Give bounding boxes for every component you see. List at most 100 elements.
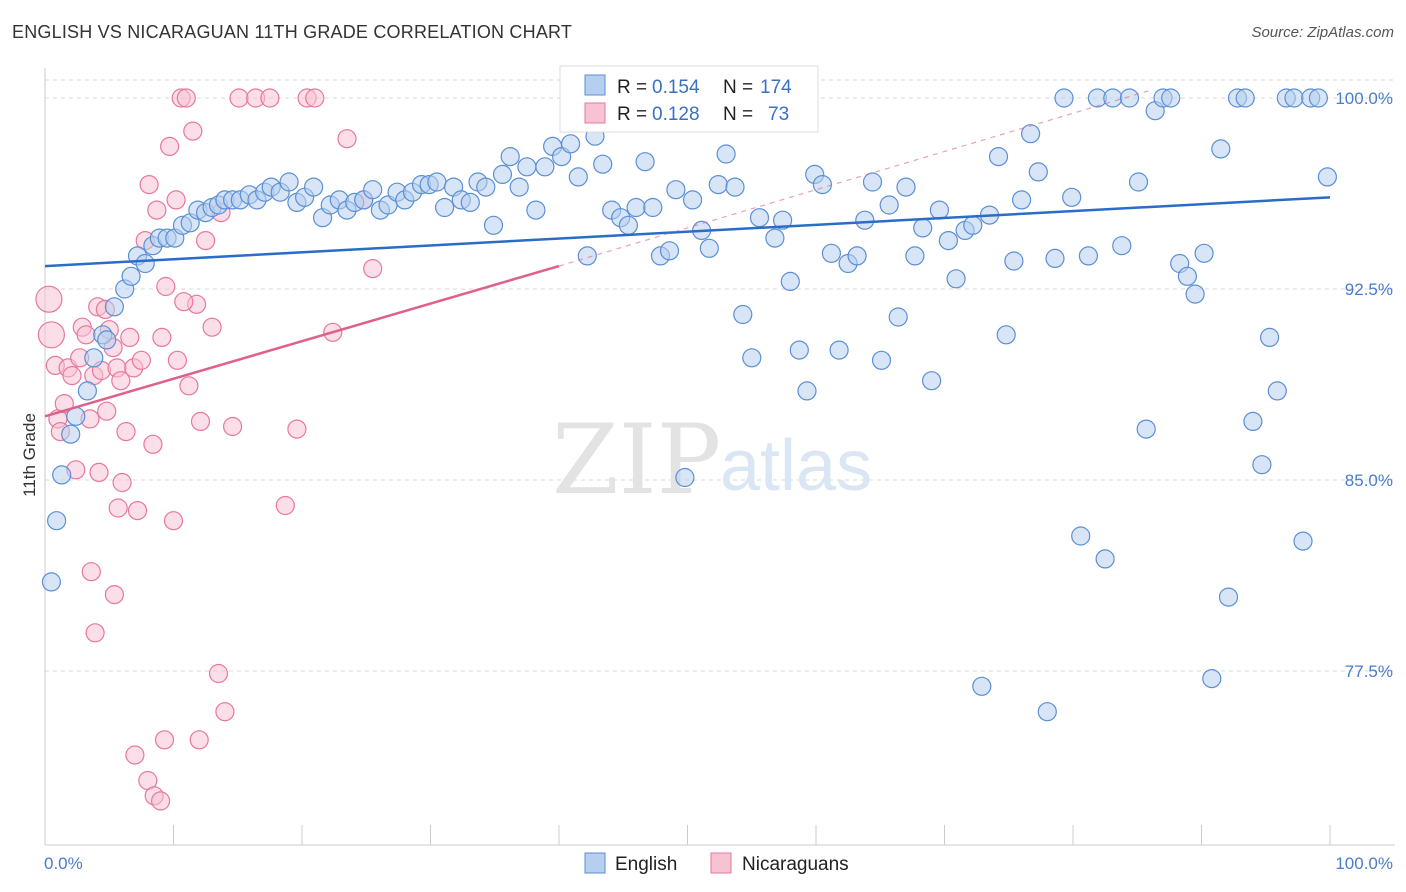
nicaraguan-point xyxy=(179,376,199,396)
english-point xyxy=(1202,668,1222,689)
english-point xyxy=(789,340,809,360)
english-point xyxy=(492,164,513,184)
series-legend: English Nicaraguans xyxy=(584,852,849,875)
english-point xyxy=(797,381,817,401)
english-point xyxy=(643,197,663,218)
nicaraguan-point xyxy=(287,419,307,439)
english-point xyxy=(772,210,793,230)
nicaraguan-point xyxy=(176,88,196,108)
stats-legend-n-english: 174 xyxy=(760,77,792,98)
nicaraguan-point xyxy=(89,462,109,482)
y-tick-label: 100.0% xyxy=(1335,89,1393,108)
x-tick-label-min: 0.0% xyxy=(44,854,83,873)
nicaraguan-point xyxy=(275,495,295,516)
stats-legend-swatch-english xyxy=(584,74,606,96)
nicaraguan-point xyxy=(174,292,194,312)
english-point xyxy=(972,676,992,696)
english-point xyxy=(1004,251,1024,271)
nicaraguan-point xyxy=(127,501,148,521)
english-point xyxy=(896,177,916,197)
english-point xyxy=(46,511,67,531)
english-point xyxy=(1267,381,1287,401)
english-point xyxy=(1011,190,1032,210)
english-point xyxy=(666,180,686,200)
nicaraguan-point xyxy=(363,259,383,279)
english-point xyxy=(97,330,117,350)
nicaraguan-point xyxy=(167,350,187,370)
nicaraguan-point xyxy=(229,88,249,108)
nicaraguan-points xyxy=(35,88,383,811)
english-point xyxy=(1095,549,1115,569)
nicaraguan-point xyxy=(151,791,171,811)
english-point xyxy=(427,172,447,192)
nicaraguan-point xyxy=(183,121,203,141)
english-point xyxy=(77,381,98,401)
english-point xyxy=(1071,526,1091,546)
english-point xyxy=(1028,162,1048,182)
x-tick-label-max: 100.0% xyxy=(1335,854,1393,873)
english-point xyxy=(52,465,72,485)
nicaraguan-point xyxy=(215,702,235,722)
x-tick-labels: 0.0% 100.0% xyxy=(44,854,1393,873)
nicaraguan-point xyxy=(208,663,229,684)
english-trend-line xyxy=(44,196,1331,268)
english-point xyxy=(626,197,646,218)
english-point xyxy=(1054,88,1074,108)
english-point xyxy=(1284,88,1304,108)
english-point xyxy=(535,157,555,177)
watermark-zip: ZIP xyxy=(552,404,721,516)
english-point xyxy=(304,177,324,197)
english-point xyxy=(41,572,62,592)
english-point xyxy=(938,231,959,251)
y-tick-label: 85.0% xyxy=(1345,471,1393,490)
english-point xyxy=(618,215,639,235)
legend-label-nicaraguan: Nicaraguans xyxy=(742,854,849,875)
nicaraguan-point xyxy=(156,276,176,297)
nicaraguan-point xyxy=(143,434,163,454)
english-point xyxy=(716,144,736,164)
english-point xyxy=(500,147,520,167)
english-point xyxy=(1194,243,1214,263)
english-point xyxy=(135,253,155,274)
english-point xyxy=(699,238,719,258)
english-point xyxy=(725,177,745,197)
english-point xyxy=(1317,167,1338,187)
english-point xyxy=(1235,88,1255,108)
english-point xyxy=(988,147,1009,167)
stats-legend-n-nicaraguan: 73 xyxy=(768,104,789,125)
english-point xyxy=(568,167,588,187)
english-point xyxy=(1211,139,1231,159)
legend-swatch-nicaraguan xyxy=(710,852,732,874)
nicaraguan-point xyxy=(108,498,128,518)
english-point xyxy=(121,266,141,286)
source-credit: Source: ZipAtlas.com xyxy=(1251,24,1394,41)
english-point xyxy=(483,215,504,235)
english-point xyxy=(1119,88,1140,108)
english-point xyxy=(708,175,728,195)
nicaraguan-point xyxy=(97,401,117,421)
english-point xyxy=(1293,531,1313,551)
english-point xyxy=(888,307,908,327)
english-point xyxy=(855,210,875,230)
grid-lines xyxy=(45,79,1395,672)
english-point xyxy=(1078,246,1099,266)
english-point xyxy=(862,172,883,192)
nicaraguan-point xyxy=(116,422,136,442)
stats-legend-r-label: R = xyxy=(617,104,647,125)
nicaraguan-point xyxy=(223,416,243,437)
english-point xyxy=(871,350,892,370)
nicaraguan-point xyxy=(112,472,132,493)
english-point xyxy=(1037,702,1057,722)
english-point xyxy=(1185,284,1205,304)
stats-legend-r-label: R = xyxy=(617,77,647,98)
stats-legend-n-label: N = xyxy=(723,77,753,98)
english-point xyxy=(921,371,942,391)
nicaraguan-point xyxy=(196,231,216,251)
english-point xyxy=(1103,88,1123,108)
english-point xyxy=(879,195,899,215)
stats-legend-r-english: 0.154 xyxy=(652,77,700,98)
english-point xyxy=(913,218,933,238)
english-point xyxy=(749,208,770,228)
english-point xyxy=(829,340,849,360)
